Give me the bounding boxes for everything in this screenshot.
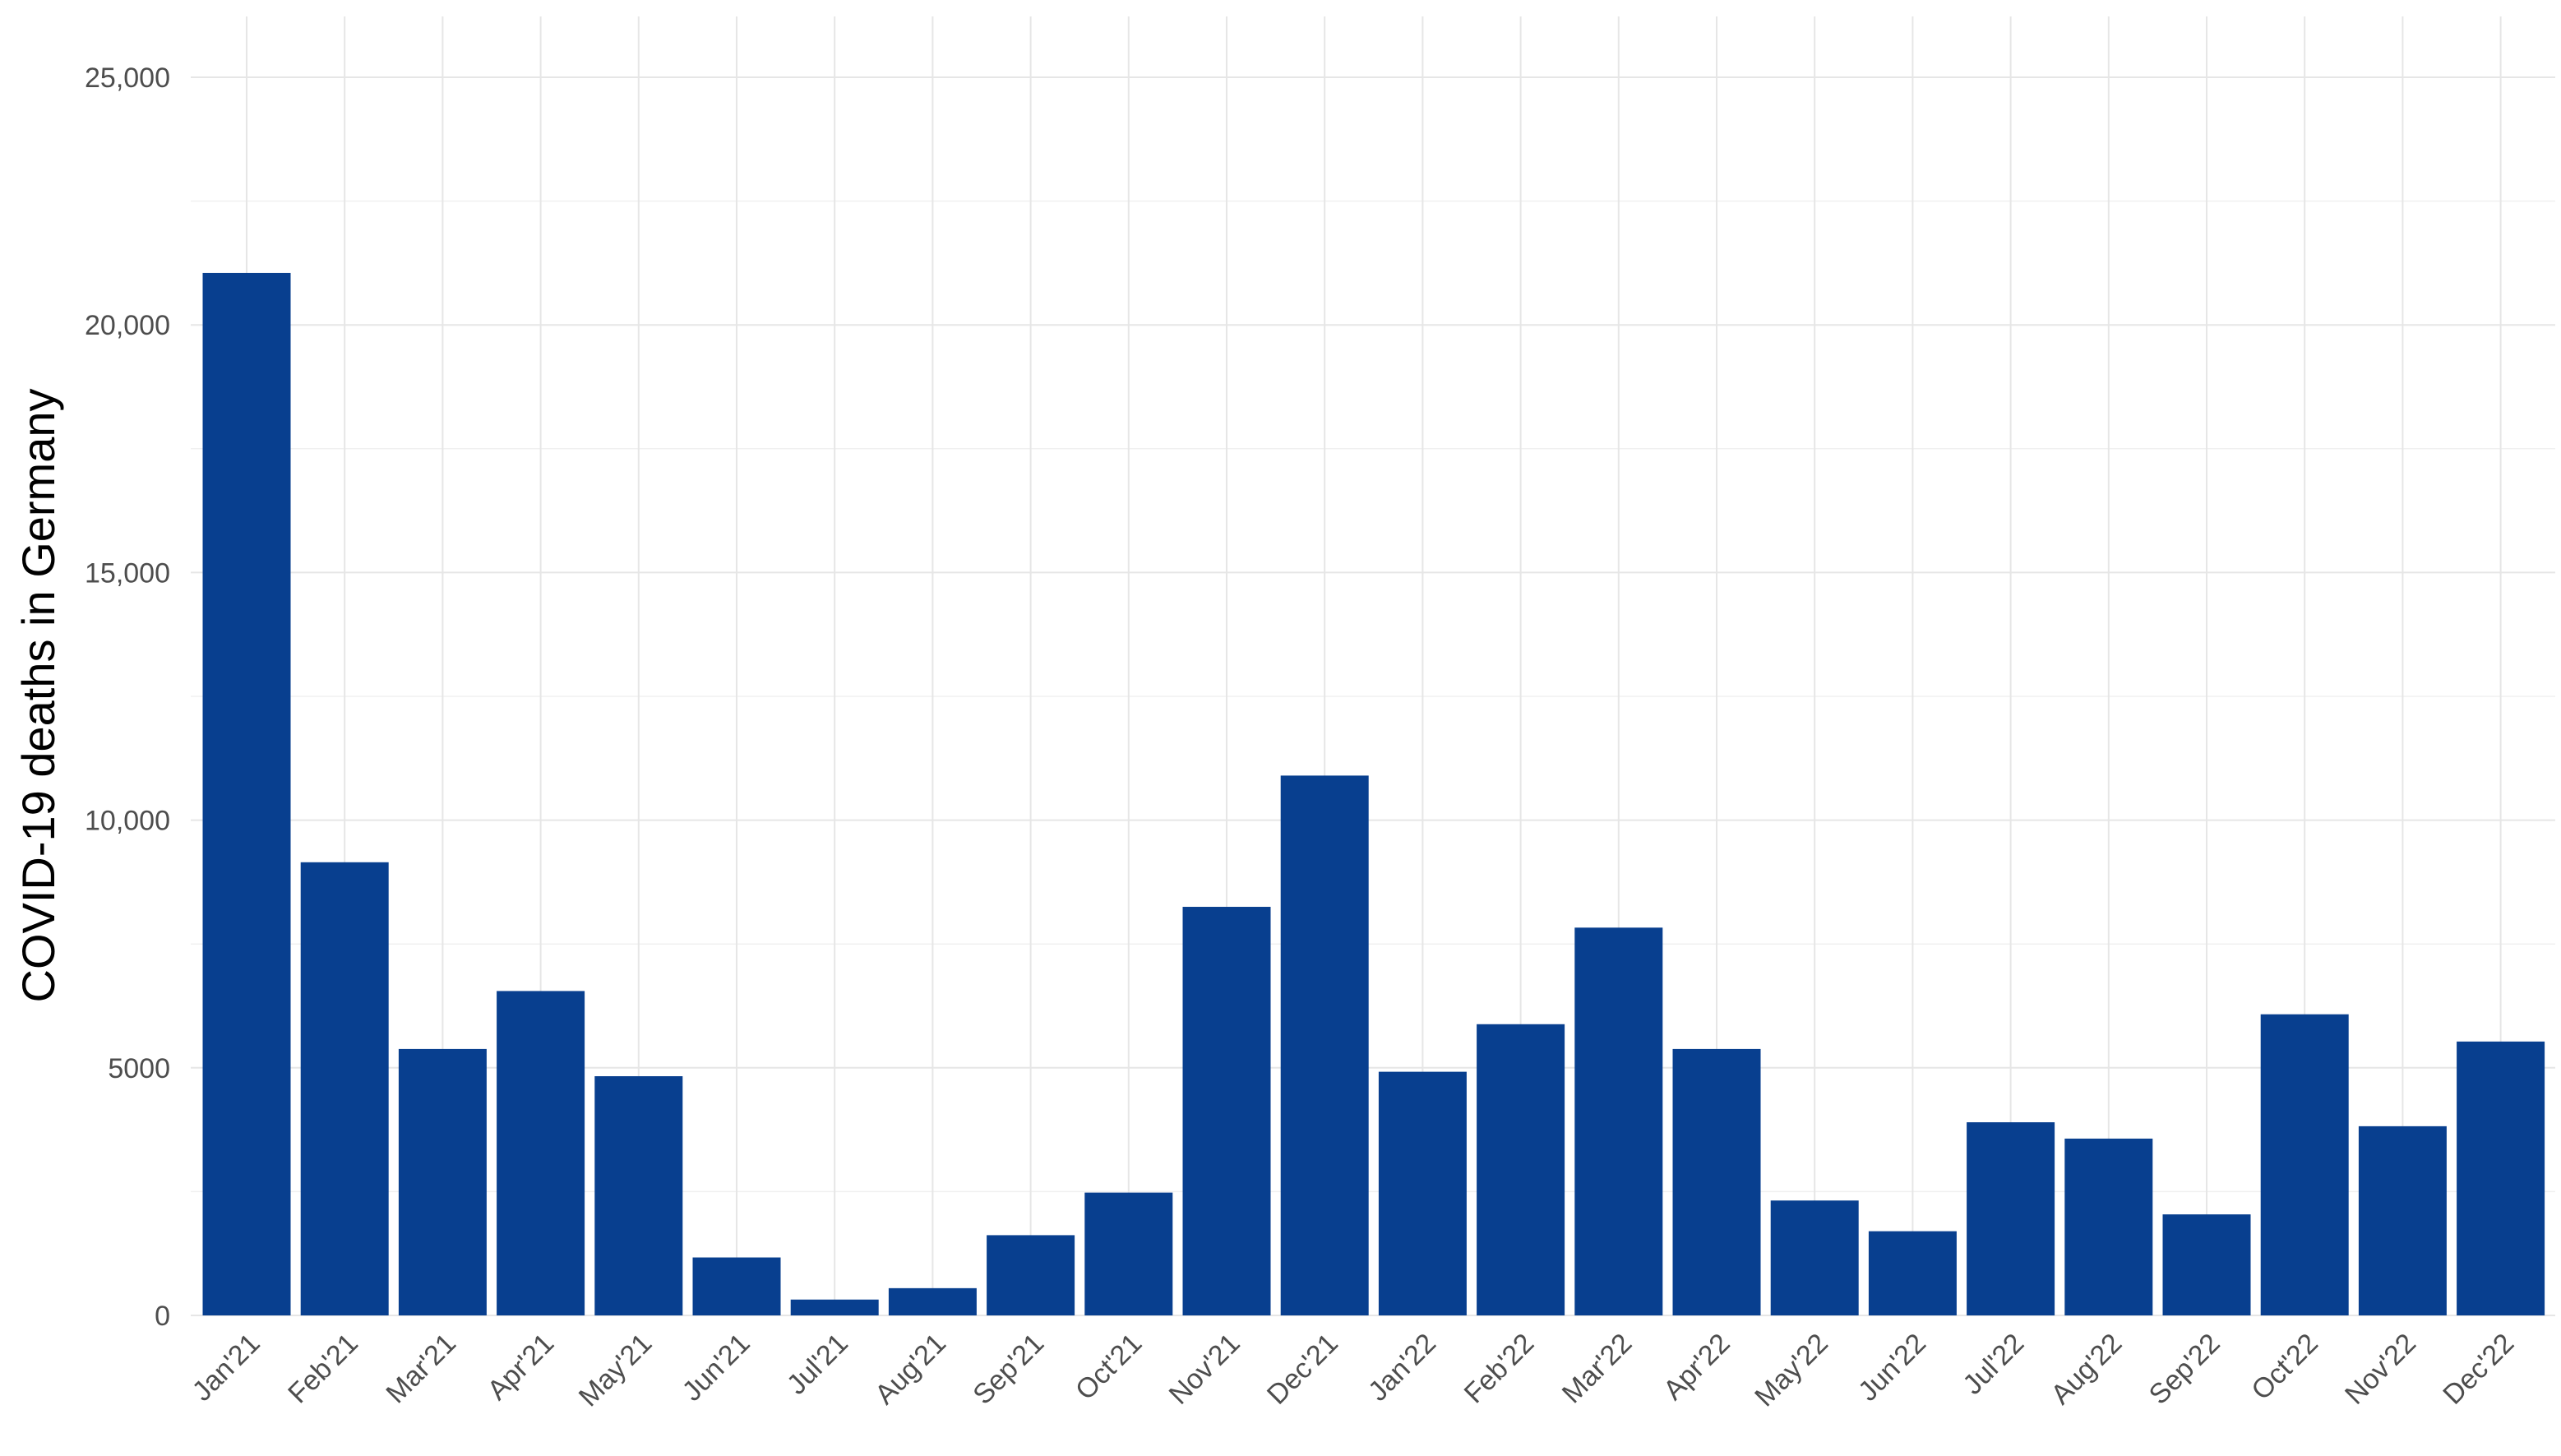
y-axis-ticks: 0 5000 10,000 15,000 20,000 25,000 — [85, 62, 170, 1332]
x-tick-label: Apr'21 — [482, 1328, 561, 1407]
bar — [1084, 1192, 1173, 1315]
y-tick-label: 5000 — [108, 1053, 170, 1084]
y-tick-label: 20,000 — [85, 310, 170, 341]
x-tick-label: Jun'22 — [1852, 1328, 1932, 1407]
x-tick-label: Sep'21 — [967, 1328, 1050, 1411]
bar — [2358, 1126, 2447, 1315]
bar — [1477, 1024, 1565, 1315]
x-tick-label: May'21 — [573, 1328, 659, 1413]
bar — [1967, 1122, 2055, 1315]
x-tick-label: Mar'22 — [1556, 1328, 1639, 1410]
bar — [692, 1257, 781, 1315]
bar — [398, 1048, 487, 1315]
y-tick-label: 25,000 — [85, 62, 170, 94]
bar — [1770, 1200, 1859, 1315]
y-tick-label: 0 — [155, 1301, 170, 1332]
bar — [2457, 1041, 2545, 1315]
bar — [1182, 907, 1271, 1315]
y-tick-label: 15,000 — [85, 557, 170, 589]
x-tick-label: Jan'22 — [1362, 1328, 1442, 1407]
bar — [202, 272, 291, 1315]
bar — [2162, 1214, 2251, 1315]
x-tick-label: May'22 — [1749, 1328, 1834, 1413]
x-tick-label: Jul'22 — [1957, 1328, 2030, 1401]
bar — [1868, 1231, 1957, 1315]
x-tick-label: Aug'21 — [869, 1328, 952, 1411]
x-tick-label: Oct'21 — [1070, 1328, 1149, 1407]
bar — [594, 1076, 683, 1315]
x-tick-label: Dec'22 — [2437, 1328, 2520, 1411]
x-tick-label: Jan'21 — [187, 1328, 266, 1407]
x-tick-label: Apr'22 — [1657, 1328, 1736, 1407]
bar — [1574, 927, 1663, 1315]
bar — [1280, 775, 1369, 1315]
x-tick-label: Mar'21 — [380, 1328, 462, 1410]
bar — [1672, 1048, 1761, 1315]
bar — [2064, 1138, 2153, 1315]
bar — [1378, 1071, 1467, 1315]
y-tick-label: 10,000 — [85, 806, 170, 837]
x-tick-label: Jun'21 — [677, 1328, 756, 1407]
x-tick-label: Sep'22 — [2143, 1328, 2226, 1411]
y-axis-title: COVID-19 deaths in Germany — [12, 389, 64, 1003]
x-tick-label: Nov'21 — [1163, 1328, 1246, 1411]
bar — [497, 991, 585, 1315]
x-tick-label: Feb'22 — [1458, 1328, 1541, 1410]
x-tick-label: Jul'21 — [781, 1328, 854, 1401]
x-tick-label: Nov'22 — [2339, 1328, 2422, 1411]
x-tick-label: Oct'22 — [2245, 1328, 2324, 1407]
bar — [2260, 1014, 2349, 1315]
bar — [790, 1299, 879, 1315]
x-tick-label: Dec'21 — [1261, 1328, 1344, 1411]
bar — [987, 1235, 1075, 1315]
bars — [202, 272, 2545, 1315]
x-tick-label: Aug'22 — [2045, 1328, 2128, 1411]
x-tick-label: Feb'21 — [282, 1328, 364, 1410]
bar — [300, 862, 389, 1315]
bar — [888, 1287, 977, 1315]
x-axis-ticks: Jan'21 Feb'21 Mar'21 Apr'21 May'21 Jun'21 Jul'… — [187, 1328, 2521, 1413]
